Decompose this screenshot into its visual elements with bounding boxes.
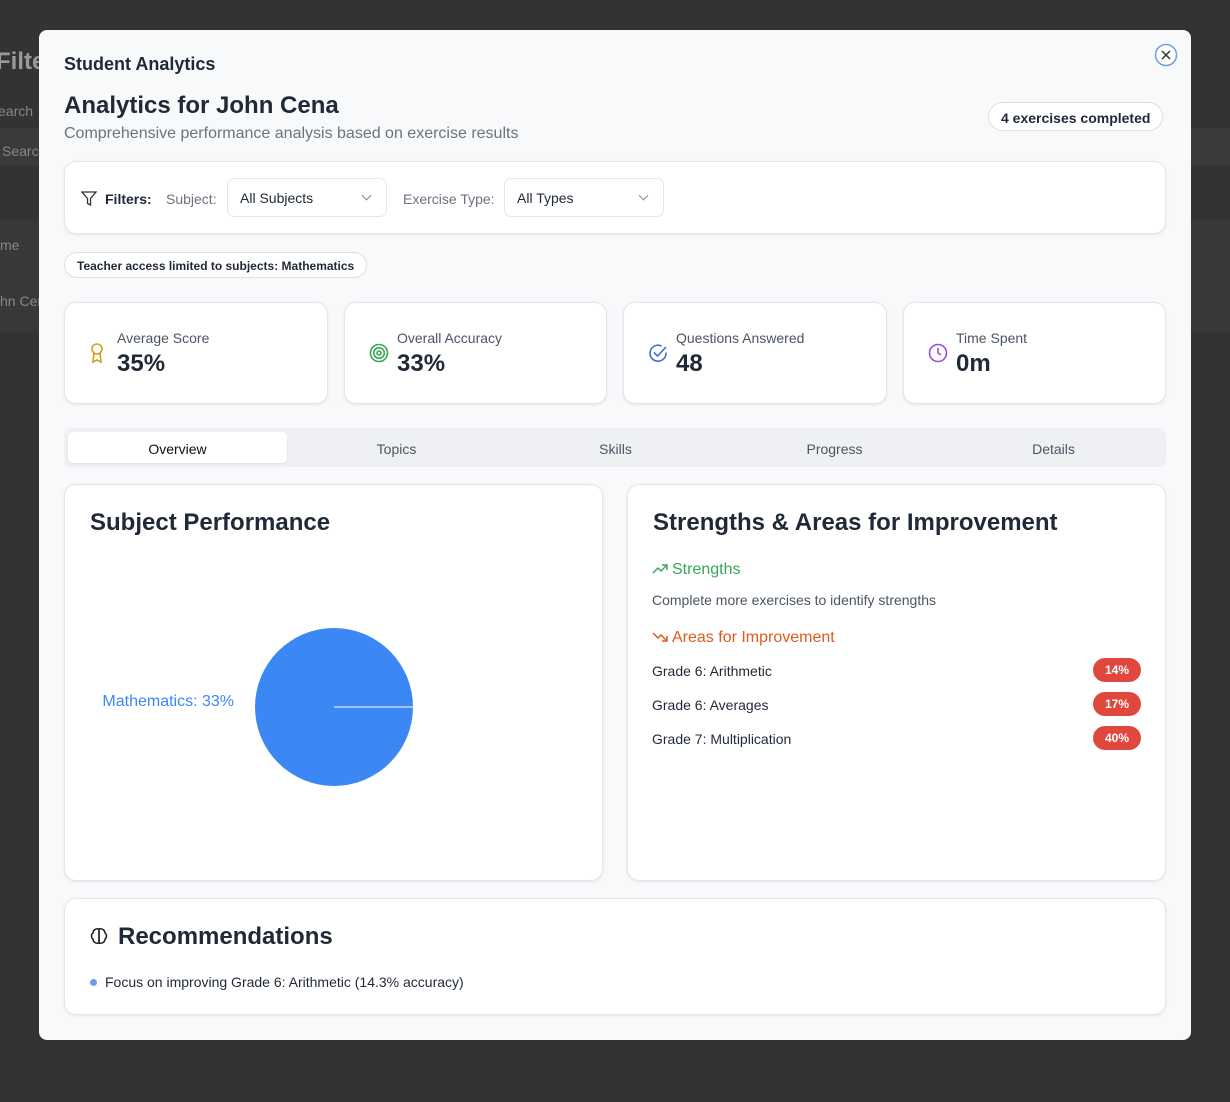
score-pill: 40% <box>1092 726 1141 750</box>
stat-card: Average Score 35% <box>64 302 328 404</box>
brain-icon <box>90 928 108 944</box>
bg-text: me <box>0 237 20 253</box>
clock-icon <box>928 343 948 363</box>
page-title: Analytics for John Cena <box>64 92 339 119</box>
stat-label: Time Spent <box>956 330 1028 346</box>
tab[interactable]: Details <box>1032 441 1075 457</box>
bg-text: Searc <box>2 143 39 159</box>
modal-title: Student Analytics <box>64 54 216 74</box>
subject-card: Subject Performance Mathematics: 33% <box>64 484 603 881</box>
close-button[interactable] <box>1154 43 1178 67</box>
award-icon <box>91 343 103 364</box>
strengths-card: Strengths & Areas for Improvement Streng… <box>627 484 1166 881</box>
strengths-heading: Strengths <box>672 561 741 578</box>
modal: Student Analytics Analytics for John Cen… <box>39 30 1191 1040</box>
bg-text: hn Cen <box>0 293 46 309</box>
subtitle: Comprehensive performance analysis based… <box>64 125 519 142</box>
tab[interactable]: Topics <box>376 441 417 457</box>
filters-label: Filters: <box>105 191 152 207</box>
access-note: Teacher access limited to subjects: Math… <box>64 252 368 278</box>
type-label: Exercise Type: <box>403 191 495 207</box>
pie-chart: Mathematics: 33% <box>102 628 413 786</box>
score-pill: 17% <box>1092 692 1141 716</box>
tab[interactable]: Skills <box>599 441 632 457</box>
stat-value: 33% <box>397 350 446 377</box>
topic-name: Grade 7: Multiplication <box>652 731 792 747</box>
stat-card: Overall Accuracy 33% <box>344 302 607 404</box>
stat-label: Overall Accuracy <box>397 330 503 346</box>
stat-card: Questions Answered 48 <box>623 302 887 404</box>
stat-label: Average Score <box>117 330 210 346</box>
tab[interactable]: Progress <box>806 441 863 457</box>
bg-text: earch <box>0 103 34 119</box>
strengths-empty: Complete more exercises to identify stre… <box>652 592 937 608</box>
improvement-heading: Areas for Improvement <box>672 629 835 646</box>
filter-icon <box>81 191 97 206</box>
bg-text: Filte <box>0 48 46 75</box>
stat-value: 48 <box>676 350 703 377</box>
card-title: Recommendations <box>118 923 333 950</box>
tab-bar: Overview Topics Skills Progress Details <box>64 428 1166 467</box>
type-select[interactable]: All Types <box>504 178 664 217</box>
bullet <box>90 979 97 986</box>
target-icon <box>369 343 389 363</box>
check-icon <box>649 344 667 362</box>
filters-card: Filters: Subject: All Subjects Exercise … <box>64 161 1166 234</box>
trend-up-icon <box>652 564 668 574</box>
stat-label: Questions Answered <box>676 330 805 346</box>
tab[interactable]: Overview <box>68 432 287 463</box>
topic-name: Grade 6: Averages <box>652 697 769 713</box>
stat-value: 0m <box>956 350 991 377</box>
topic-name: Grade 6: Arithmetic <box>652 663 772 679</box>
stat-card: Time Spent 0m <box>903 302 1166 404</box>
subject-select[interactable]: All Subjects <box>227 178 387 217</box>
card-title: Strengths & Areas for Improvement <box>653 509 1058 536</box>
card-title: Subject Performance <box>90 509 331 536</box>
recommendation: Focus on improving Grade 6: Arithmetic (… <box>105 974 464 990</box>
score-pill: 14% <box>1092 658 1141 682</box>
stat-value: 35% <box>117 350 166 377</box>
pie-label: Mathematics: 33% <box>102 693 234 710</box>
recommendations-card: Recommendations Focus on improving Grade… <box>64 898 1166 1015</box>
badge: 4 exercises completed <box>988 102 1164 131</box>
trend-down-icon <box>652 632 668 642</box>
subject-label: Subject: <box>166 191 217 207</box>
